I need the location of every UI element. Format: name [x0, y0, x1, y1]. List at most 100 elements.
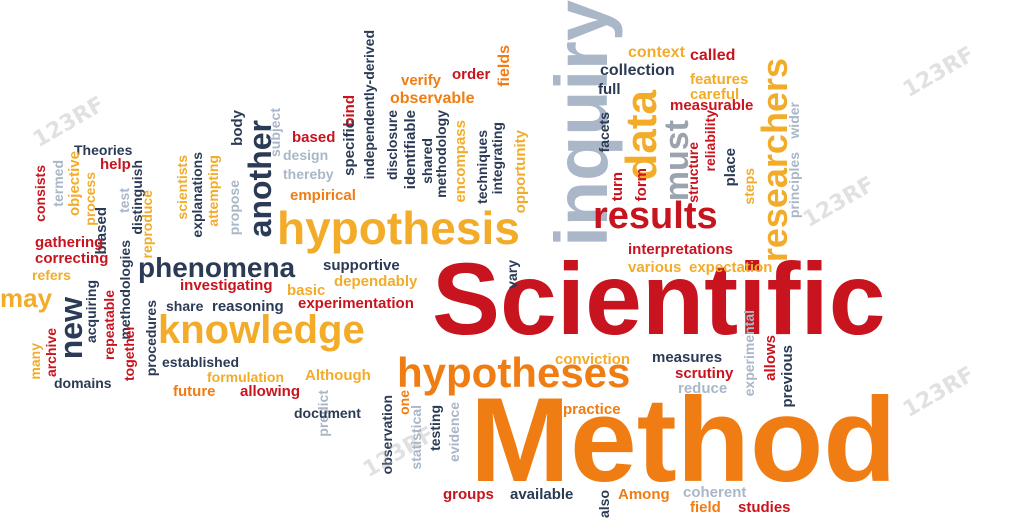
- word-refers: refers: [32, 267, 71, 283]
- word-previous: previous: [779, 345, 796, 408]
- word-various: various: [628, 259, 682, 276]
- word-field: field: [690, 499, 721, 516]
- word-share: share: [166, 298, 204, 314]
- word-repeatable: repeatable: [101, 290, 117, 361]
- word-principles: principles: [786, 152, 802, 219]
- word-integrating: integrating: [489, 122, 505, 195]
- word-method: Method: [470, 373, 897, 507]
- word-coherent: coherent: [683, 484, 747, 501]
- word-results: results: [593, 195, 718, 237]
- word-methodology: methodology: [433, 110, 449, 198]
- word-domains: domains: [54, 375, 112, 391]
- word-facets: facets: [596, 112, 612, 153]
- word-measurable: measurable: [670, 97, 754, 114]
- word-wider: wider: [786, 102, 802, 139]
- word-explanations: explanations: [189, 152, 205, 238]
- word-scientists: scientists: [174, 155, 190, 220]
- word-evidence: evidence: [446, 402, 462, 462]
- word-reduce: reduce: [678, 380, 728, 397]
- word-disclosure: disclosure: [384, 110, 400, 181]
- word-document: document: [294, 405, 361, 421]
- word-reasoning: reasoning: [212, 298, 284, 315]
- word-form: form: [633, 168, 650, 202]
- word-many: many: [27, 343, 43, 380]
- word-order: order: [452, 66, 491, 83]
- word-theories: Theories: [74, 142, 133, 158]
- word-attempting: attempting: [205, 155, 221, 227]
- word-identifiable: identifiable: [402, 110, 419, 190]
- word-consists: consists: [32, 165, 48, 222]
- word-formulation: formulation: [207, 369, 284, 385]
- word-allowing: allowing: [240, 383, 300, 400]
- word-among: Among: [618, 486, 670, 503]
- word-thereby: thereby: [283, 166, 334, 182]
- word-fields: fields: [496, 45, 513, 87]
- word-place: place: [722, 148, 739, 187]
- word-collection: collection: [600, 62, 675, 79]
- word-correcting: correcting: [35, 250, 109, 267]
- word-context: context: [628, 44, 685, 61]
- word-measures: measures: [652, 349, 723, 366]
- word-together: together: [121, 325, 137, 381]
- word-available: available: [510, 486, 574, 503]
- word-procedures: procedures: [143, 300, 159, 377]
- word-supportive: supportive: [323, 257, 400, 274]
- word-knowledge: knowledge: [158, 308, 365, 352]
- word-studies: studies: [738, 499, 791, 516]
- word-termed: termed: [50, 160, 66, 207]
- word-body: body: [229, 110, 246, 146]
- word-observable: observable: [390, 90, 475, 107]
- word-gathering: gathering: [35, 234, 104, 251]
- word-turn: turn: [609, 172, 626, 202]
- word-reproduce: reproduce: [139, 190, 155, 259]
- word-expectation: expectation: [689, 259, 773, 276]
- word-steps: steps: [741, 168, 757, 205]
- word-scrutiny: scrutiny: [675, 365, 734, 382]
- word-hypothesis: hypothesis: [277, 202, 520, 254]
- watermark-4: 123RF: [898, 362, 979, 423]
- word-reliability: reliability: [702, 110, 718, 172]
- word-also: also: [596, 490, 612, 519]
- watermark-2: 123RF: [358, 422, 439, 483]
- word-structure: structure: [685, 142, 701, 203]
- word-full: full: [598, 81, 621, 98]
- word-vary: vary: [504, 260, 520, 289]
- word-experimental: experimental: [741, 310, 757, 397]
- word-shared: shared: [419, 138, 435, 184]
- word-dependably: dependably: [334, 273, 418, 290]
- word-acquiring: acquiring: [83, 280, 99, 344]
- word-features: features: [690, 71, 749, 88]
- word-careful: careful: [690, 86, 740, 103]
- word-design: design: [283, 147, 329, 163]
- word-archive: archive: [43, 328, 59, 378]
- word-hypotheses: hypotheses: [397, 349, 631, 396]
- word-interpretations: interpretations: [628, 241, 734, 258]
- word-although: Although: [305, 367, 371, 384]
- watermark-5: 123RF: [898, 42, 979, 103]
- word-empirical: empirical: [290, 187, 356, 204]
- word-help: help: [100, 156, 131, 173]
- word-phenomena: phenomena: [138, 252, 296, 283]
- watermark-3: 123RF: [798, 172, 879, 233]
- word-groups: groups: [443, 486, 494, 503]
- word-objective: objective: [66, 151, 83, 217]
- word-specific: specific: [341, 120, 358, 176]
- word-based: based: [292, 129, 336, 146]
- word-encompass: encompass: [452, 120, 469, 203]
- word-may: may: [0, 283, 53, 313]
- word-propose: propose: [226, 180, 242, 236]
- word-experimentation: experimentation: [298, 295, 414, 312]
- word-investigating: investigating: [180, 277, 273, 294]
- word-allows: allows: [762, 335, 779, 381]
- word-verify: verify: [401, 72, 442, 89]
- word-called: called: [690, 47, 736, 64]
- word-independently-derived: independently-derived: [361, 30, 377, 180]
- word-practice: practice: [563, 401, 621, 418]
- word-established: established: [162, 354, 240, 370]
- word-subject: subject: [267, 108, 283, 158]
- word-opportunity: opportunity: [512, 130, 529, 214]
- word-scientific: Scientific: [432, 242, 886, 356]
- word-techniques: techniques: [474, 130, 490, 204]
- word-conviction: conviction: [555, 351, 631, 368]
